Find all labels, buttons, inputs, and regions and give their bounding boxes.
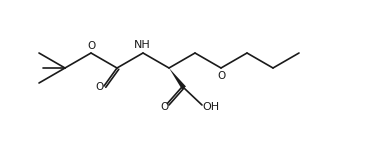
Text: OH: OH bbox=[202, 102, 220, 112]
Text: O: O bbox=[160, 102, 168, 112]
Polygon shape bbox=[169, 68, 186, 89]
Text: O: O bbox=[95, 82, 103, 92]
Text: NH: NH bbox=[134, 40, 151, 50]
Text: O: O bbox=[87, 41, 95, 51]
Text: O: O bbox=[217, 71, 225, 81]
